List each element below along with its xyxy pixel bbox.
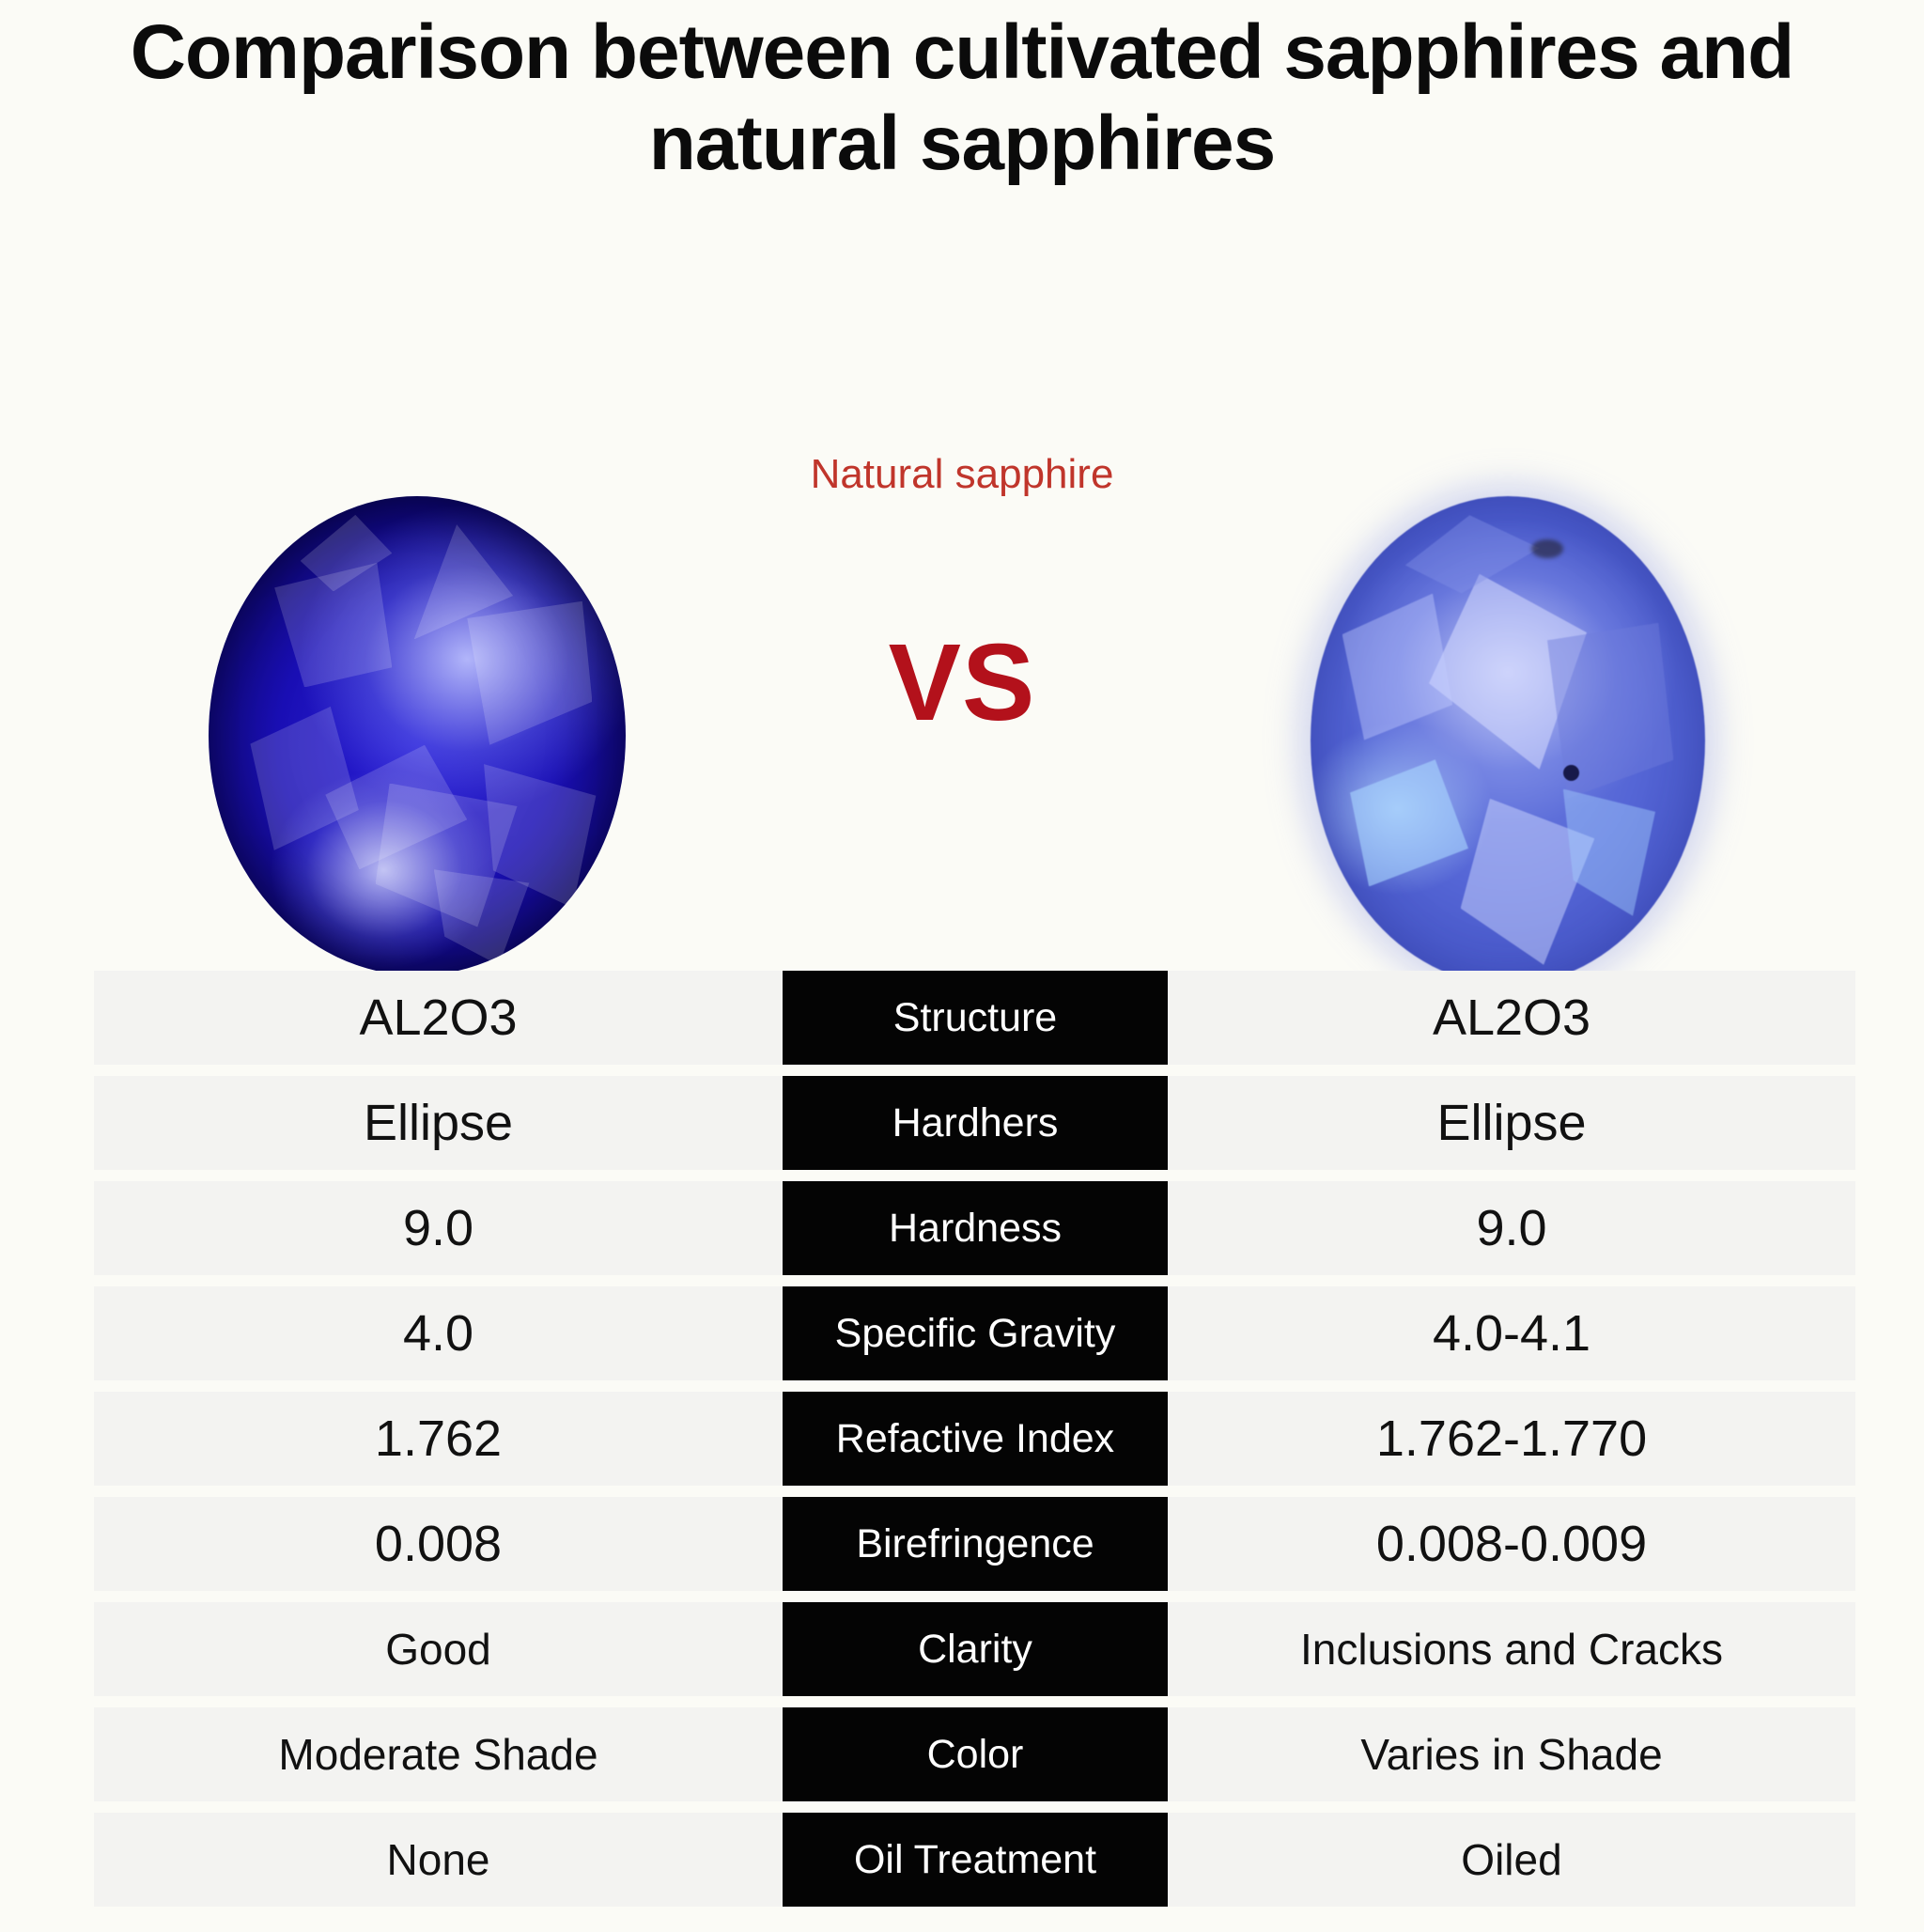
table-row: 4.0 Specific Gravity 4.0-4.1 — [94, 1286, 1855, 1380]
gem-facets-cultivated — [209, 496, 626, 975]
table-row: 0.008 Birefringence 0.008-0.009 — [94, 1497, 1855, 1591]
natural-value-cell: 0.008-0.009 — [1168, 1497, 1855, 1591]
property-label-cell: Clarity — [783, 1602, 1168, 1696]
cultivated-value-cell: 9.0 — [94, 1181, 783, 1275]
table-row: 1.762 Refactive Index 1.762-1.770 — [94, 1392, 1855, 1486]
property-label-cell: Color — [783, 1707, 1168, 1801]
page-title: Comparison between cultivated sapphires … — [130, 9, 1795, 186]
facet-icon — [1404, 515, 1540, 594]
comparison-table: AL2O3 Structure AL2O3 Ellipse Hardhers Ellips… — [94, 971, 1855, 1907]
gem-body-cultivated — [209, 495, 626, 975]
table-row: 9.0 Hardness 9.0 — [94, 1181, 1855, 1275]
table-row: None Oil Treatment Oiled — [94, 1813, 1855, 1907]
cultivated-value-cell: 4.0 — [94, 1286, 783, 1380]
cultivated-value-cell: AL2O3 — [94, 971, 783, 1065]
cultivated-value-cell: Ellipse — [94, 1076, 783, 1170]
table-row: Moderate Shade Color Varies in Shade — [94, 1707, 1855, 1801]
property-label-cell: Hardhers — [783, 1076, 1168, 1170]
property-label-cell: Birefringence — [783, 1497, 1168, 1591]
property-label-cell: Specific Gravity — [783, 1286, 1168, 1380]
cultivated-value-cell: Moderate Shade — [94, 1707, 783, 1801]
natural-value-cell: Ellipse — [1168, 1076, 1855, 1170]
gem-facets-natural — [1311, 496, 1705, 985]
gem-comparison-hero: Natural sapphire VS — [0, 190, 1924, 985]
facet-icon — [433, 869, 530, 966]
natural-value-cell: 1.762-1.770 — [1168, 1392, 1855, 1486]
cultivated-sapphire-image — [209, 495, 626, 975]
property-label-cell: Structure — [783, 971, 1168, 1065]
natural-sapphire-image — [1311, 495, 1705, 985]
inclusion-dot-icon — [1562, 764, 1579, 781]
natural-value-cell: AL2O3 — [1168, 971, 1855, 1065]
vs-label: VS — [888, 620, 1036, 743]
cultivated-value-cell: None — [94, 1813, 783, 1907]
facet-icon — [1562, 788, 1656, 916]
table-row: AL2O3 Structure AL2O3 — [94, 971, 1855, 1065]
table-row: Ellipse Hardhers Ellipse — [94, 1076, 1855, 1170]
natural-value-cell: Inclusions and Cracks — [1168, 1602, 1855, 1696]
natural-value-cell: Oiled — [1168, 1813, 1855, 1907]
property-label-cell: Hardness — [783, 1181, 1168, 1275]
facet-icon — [1342, 593, 1453, 740]
inclusion-smudge-icon — [1531, 539, 1564, 559]
property-label-cell: Refactive Index — [783, 1392, 1168, 1486]
natural-value-cell: 9.0 — [1168, 1181, 1855, 1275]
natural-sapphire-label: Natural sapphire — [810, 450, 1114, 497]
cultivated-value-cell: 0.008 — [94, 1497, 783, 1591]
cultivated-value-cell: 1.762 — [94, 1392, 783, 1486]
gem-body-natural — [1311, 495, 1705, 985]
natural-value-cell: Varies in Shade — [1168, 1707, 1855, 1801]
table-row: Good Clarity Inclusions and Cracks — [94, 1602, 1855, 1696]
natural-value-cell: 4.0-4.1 — [1168, 1286, 1855, 1380]
cultivated-value-cell: Good — [94, 1602, 783, 1696]
facet-icon — [1350, 759, 1468, 887]
property-label-cell: Oil Treatment — [783, 1813, 1168, 1907]
